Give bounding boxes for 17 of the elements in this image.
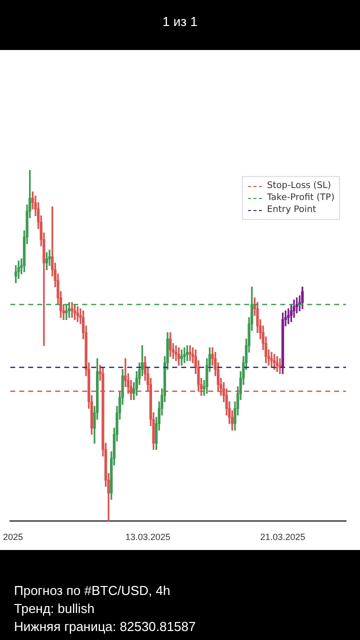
legend-label: Entry Point <box>267 205 316 215</box>
text: Тренд: bullish <box>14 600 96 618</box>
text: Нижняя граница: 82530.81587 <box>14 618 197 636</box>
candlestick <box>270 352 273 368</box>
text: 1 из 1 <box>162 14 198 29</box>
candlestick <box>174 345 178 362</box>
legend-label: Take-Profit (TP) <box>267 193 334 203</box>
x-tick-label: 2025 <box>2 532 24 542</box>
x-tick-label: 21.03.2025 <box>260 532 306 542</box>
candlestick <box>183 347 186 364</box>
x-tick-label: 13.03.2025 <box>125 532 170 542</box>
candlestick <box>48 250 51 266</box>
legend-label: Stop-Loss (SL) <box>267 181 332 191</box>
candlestick <box>278 358 282 374</box>
candlestick <box>188 345 192 362</box>
candlestick <box>70 302 74 318</box>
text: Прогноз по #BTC/USD, 4h <box>14 582 172 600</box>
